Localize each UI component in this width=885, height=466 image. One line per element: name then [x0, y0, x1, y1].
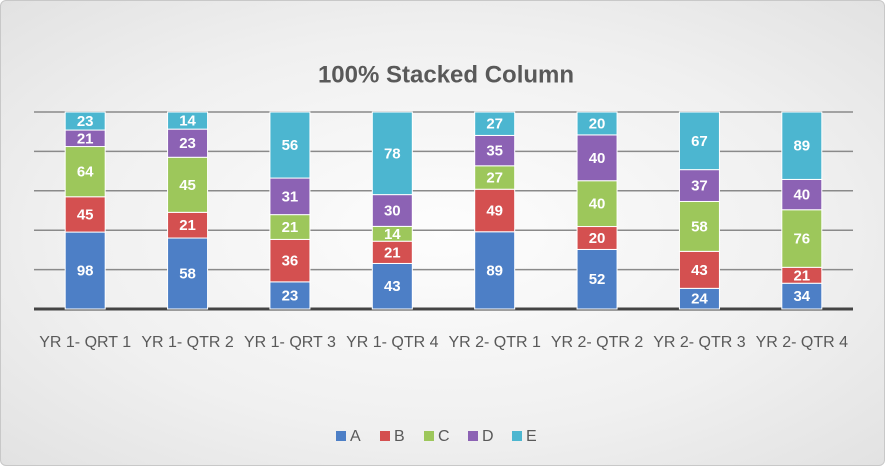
data-label: 35 — [486, 143, 503, 160]
bar-segment — [474, 111, 516, 136]
data-label: 24 — [691, 291, 708, 308]
data-label: 34 — [793, 288, 810, 305]
bar-segment — [269, 238, 311, 283]
data-label: 21 — [793, 267, 810, 284]
x-tick-label: YR 2- QTR 1 — [448, 334, 541, 351]
bar-segment — [371, 111, 413, 196]
data-label: 30 — [384, 202, 401, 219]
data-label: 58 — [691, 218, 708, 235]
bar-segment — [269, 111, 311, 179]
data-label: 40 — [589, 196, 606, 213]
legend-swatch — [380, 431, 390, 441]
legend-swatch — [468, 431, 478, 441]
bar-segment — [474, 231, 516, 310]
bar-segment — [64, 146, 106, 198]
legend-swatch — [336, 431, 346, 441]
bar-segment — [167, 156, 209, 213]
data-label: 98 — [77, 263, 94, 280]
bar-segment — [781, 282, 823, 310]
bar-segment — [167, 111, 209, 130]
data-label: 43 — [384, 278, 401, 295]
bar-segment — [576, 134, 618, 182]
data-label: 23 — [282, 287, 299, 304]
data-label: 21 — [282, 219, 299, 236]
bar-segment — [576, 180, 618, 228]
data-label: 67 — [691, 133, 708, 150]
bar-segment — [678, 111, 720, 171]
data-label: 52 — [589, 271, 606, 288]
data-label: 49 — [486, 202, 503, 219]
bar-segment — [269, 214, 311, 240]
legend-label: C — [438, 428, 450, 445]
bar-segment — [167, 128, 209, 158]
legend-label: D — [482, 428, 494, 445]
legend-swatch — [512, 431, 522, 441]
data-label: 27 — [486, 169, 503, 186]
bar-segment — [781, 209, 823, 268]
bar-segment — [269, 177, 311, 216]
bar-segment — [167, 211, 209, 239]
x-tick-label: YR 1- QTR 4 — [346, 334, 439, 351]
data-label: 27 — [486, 116, 503, 133]
data-label: 21 — [179, 217, 196, 234]
data-label: 37 — [691, 178, 708, 195]
data-label: 21 — [77, 130, 94, 147]
data-label: 89 — [793, 138, 810, 155]
data-label: 20 — [589, 230, 606, 247]
data-label: 56 — [282, 137, 299, 154]
bar-segment — [64, 231, 106, 310]
data-label: 21 — [384, 244, 401, 261]
data-label: 23 — [179, 135, 196, 152]
x-tick-label: YR 1- QTR 2 — [141, 334, 234, 351]
x-tick-label: YR 1- QRT 1 — [39, 334, 132, 351]
data-label: 43 — [691, 262, 708, 279]
data-label: 20 — [589, 115, 606, 132]
data-label: 78 — [384, 145, 401, 162]
x-tick-label: YR 2- QTR 4 — [755, 334, 849, 351]
x-tick-label: YR 2- QTR 2 — [550, 334, 644, 351]
data-label: 45 — [179, 177, 196, 194]
bar-segment — [64, 196, 106, 233]
bar-segment — [576, 111, 618, 136]
data-label: 76 — [793, 231, 810, 248]
data-label: 58 — [179, 265, 196, 282]
data-label: 64 — [77, 164, 94, 181]
bar-segment — [64, 111, 106, 131]
data-label: 31 — [282, 188, 299, 205]
legend-label: B — [394, 428, 405, 445]
bar-segment — [678, 200, 720, 252]
bar-segment — [474, 188, 516, 233]
data-label: 14 — [384, 226, 401, 243]
bar-segment — [371, 262, 413, 310]
data-label: 23 — [77, 113, 94, 130]
legend-label: A — [350, 428, 361, 445]
bar-segment — [678, 250, 720, 289]
chart-title: 100% Stacked Column — [318, 61, 574, 88]
data-label: 45 — [77, 206, 94, 223]
x-tick-label: YR 1- QRT 3 — [243, 334, 336, 351]
data-label: 89 — [486, 262, 503, 279]
data-label: 14 — [179, 113, 196, 130]
data-label: 36 — [282, 253, 299, 270]
data-label: 40 — [793, 187, 810, 204]
x-tick-label: YR 2- QTR 3 — [653, 334, 746, 351]
legend-swatch — [424, 431, 434, 441]
bar-segment — [269, 281, 311, 310]
data-label: 40 — [589, 150, 606, 167]
bar-segment — [371, 194, 413, 227]
bar-segment — [781, 111, 823, 180]
bar-segment — [678, 169, 720, 202]
legend-label: E — [526, 428, 537, 445]
